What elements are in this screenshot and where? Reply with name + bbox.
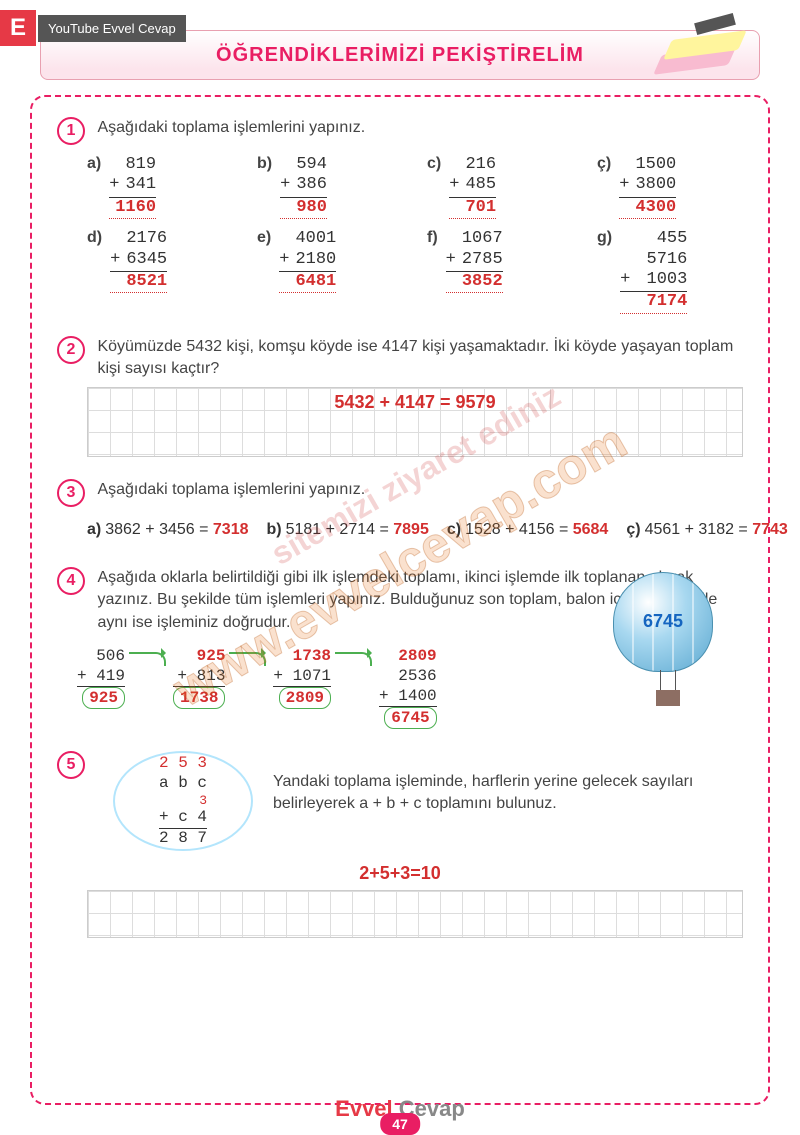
equation: c)1528 + 4156 = 5684 — [447, 521, 608, 538]
q2-answer: 5432 + 4147 = 9579 — [88, 388, 742, 413]
answer-value: 8521 — [110, 272, 167, 293]
q2-text: Köyümüzde 5432 kişi, komşu köyde ise 414… — [97, 336, 738, 381]
youtube-label: YouTube Evvel Cevap — [38, 15, 186, 42]
vertical-addition: 400121806481 — [279, 229, 336, 293]
addition-item: d) 217663458521 — [87, 229, 227, 314]
vertical-addition: 106727853852 — [446, 229, 503, 293]
addition-item: c) 216485701 — [427, 155, 567, 219]
answer-value: 3852 — [446, 272, 503, 293]
cloud-r3: 3 — [159, 793, 207, 809]
arrow-icon — [129, 648, 169, 668]
vertical-addition: 8193411160 — [109, 155, 156, 219]
arrow-icon — [335, 648, 375, 668]
item-label: b) — [257, 155, 272, 173]
chain-column: 925+ 8131738 — [173, 646, 225, 709]
cloud-r5: 2 8 7 — [159, 829, 207, 848]
item-label: d) — [87, 229, 102, 247]
chain-column: 1738+ 10712809 — [273, 646, 331, 709]
answer-value: 6481 — [279, 272, 336, 293]
item-label: ç) — [597, 155, 611, 173]
answer-value: 980 — [280, 198, 327, 219]
item-label: c) — [427, 155, 441, 173]
addition-item: e) 400121806481 — [257, 229, 397, 314]
q5-number: 5 — [57, 751, 85, 779]
balloon-number: 6745 — [614, 611, 712, 632]
item-label: e) — [257, 229, 271, 247]
top-banner: E YouTube Evvel Cevap — [0, 10, 186, 46]
cloud-equation: 2 5 3 a b c 3 + c 4 2 8 7 — [159, 754, 207, 847]
vertical-addition: 150038004300 — [619, 155, 676, 219]
arrow-icon — [229, 648, 269, 668]
chain-column: 28092536+ 14006745 — [379, 646, 437, 729]
addition-item: a) 8193411160 — [87, 155, 227, 219]
q3-text: Aşağıdaki toplama işlemlerini yapınız. — [97, 479, 738, 501]
q2-number: 2 — [57, 336, 85, 364]
cloud-shape: 2 5 3 a b c 3 + c 4 2 8 7 — [113, 751, 253, 851]
equation: b)5181 + 2714 = 7895 — [266, 521, 428, 538]
q5-grid — [87, 890, 743, 938]
q5-text: Yandaki toplama işleminde, harflerin yer… — [273, 751, 743, 816]
answer-value: 4300 — [619, 198, 676, 219]
answer-value: 1160 — [109, 198, 156, 219]
cloud-r2: a b c — [159, 774, 207, 793]
page-title: ÖĞRENDİKLERİMİZİ PEKİŞTİRELİM — [216, 44, 584, 67]
addition-item: b) 594386980 — [257, 155, 397, 219]
vertical-addition: 455571610037174 — [620, 229, 687, 314]
question-5: 5 2 5 3 a b c 3 + c 4 2 8 7 Yandaki topl… — [57, 751, 743, 938]
q1-additions: a) 8193411160 b) 594386980 c) 216485701 ç) 1500… — [87, 155, 743, 314]
question-4: 4 Aşağıda oklarla belirtildiği gibi ilk … — [57, 567, 743, 729]
answer-value: 7174 — [620, 292, 687, 313]
vertical-addition: 216485701 — [449, 155, 496, 219]
logo-letter: E — [0, 10, 36, 46]
item-label: f) — [427, 229, 438, 247]
item-label: a) — [87, 155, 101, 173]
answer-value: 701 — [449, 198, 496, 219]
q3-number: 3 — [57, 479, 85, 507]
question-3: 3 Aşağıdaki toplama işlemlerini yapınız.… — [57, 479, 743, 545]
q3-equations: a)3862 + 3456 = 7318 b)5181 + 2714 = 7895… — [87, 515, 743, 545]
addition-item: g) 455571610037174 — [597, 229, 737, 314]
q1-number: 1 — [57, 117, 85, 145]
chain-column: 506+ 419925 — [77, 646, 125, 709]
cloud-r4: c 4 — [178, 808, 207, 826]
addition-item: f) 106727853852 — [427, 229, 567, 314]
equation: ç)4561 + 3182 = 7743 — [626, 521, 787, 538]
equation: a)3862 + 3456 = 7318 — [87, 521, 248, 538]
item-label: g) — [597, 229, 612, 247]
vertical-addition: 594386980 — [280, 155, 327, 219]
cloud-r1: 2 5 3 — [159, 754, 207, 773]
balloon-icon: 6745 — [613, 572, 723, 722]
question-1: 1 Aşağıdaki toplama işlemlerini yapınız.… — [57, 117, 743, 314]
page-number: 47 — [380, 1113, 420, 1135]
q4-number: 4 — [57, 567, 85, 595]
books-decoration — [650, 0, 760, 80]
addition-item: ç) 150038004300 — [597, 155, 737, 219]
vertical-addition: 217663458521 — [110, 229, 167, 293]
q5-answer: 2+5+3=10 — [57, 859, 743, 884]
q2-grid: 5432 + 4147 = 9579 — [87, 387, 743, 457]
q1-text: Aşağıdaki toplama işlemlerini yapınız. — [97, 117, 738, 139]
question-2: 2 Köyümüzde 5432 kişi, komşu köyde ise 4… — [57, 336, 743, 457]
content-area: 1 Aşağıdaki toplama işlemlerini yapınız.… — [30, 95, 770, 1105]
